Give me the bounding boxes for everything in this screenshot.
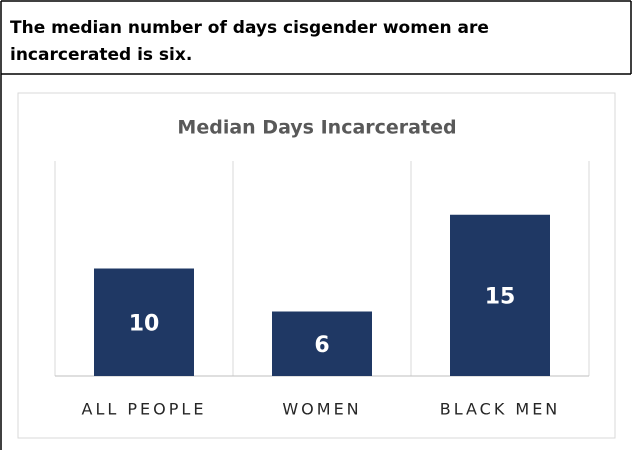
data-label: 15 xyxy=(485,284,516,309)
x-tick-label: BLACK MEN xyxy=(440,400,561,419)
bar xyxy=(450,214,550,376)
x-tick-label: WOMEN xyxy=(282,400,361,419)
bar xyxy=(94,268,194,376)
bar xyxy=(272,311,372,376)
chart-title: Median Days Incarcerated xyxy=(177,117,456,139)
header-text: incarcerated is six. xyxy=(10,45,192,65)
header-text: The median number of days cisgender wome… xyxy=(10,18,489,38)
x-tick-label: ALL PEOPLE xyxy=(82,400,207,419)
data-label: 10 xyxy=(129,311,160,336)
data-label: 6 xyxy=(314,333,329,358)
